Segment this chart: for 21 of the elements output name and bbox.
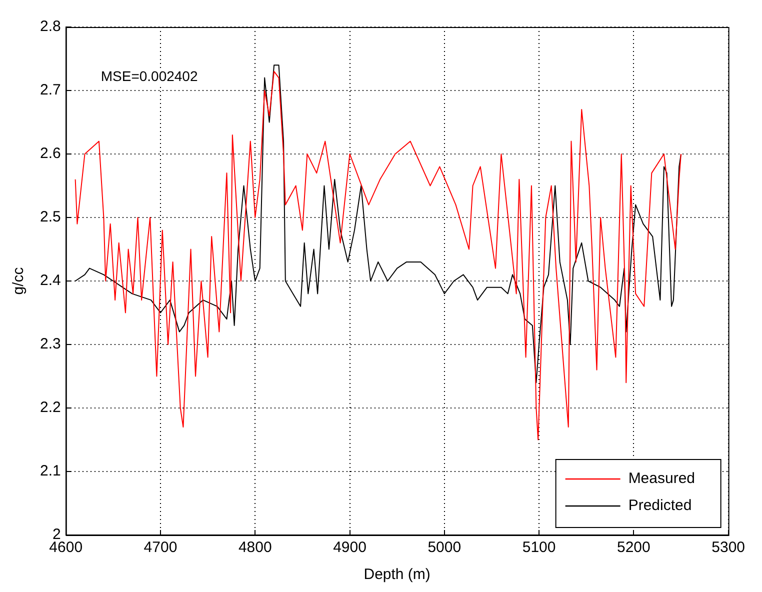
y-axis-title: g/cc [10,266,28,295]
y-tick-label: 2.6 [40,145,61,162]
x-tick-label: 5100 [522,539,556,556]
y-tick-label: 2.5 [40,208,61,226]
y-tick-label: 2.8 [40,18,61,36]
x-tick-label: 5200 [616,539,650,556]
x-tick-label: 5000 [428,539,462,556]
x-axis-title: Depth (m) [364,566,430,584]
legend-label: Predicted [628,497,692,514]
x-tick-label: 4900 [333,539,366,556]
x-tick-label: 4600 [49,539,83,556]
x-tick-label: 4700 [144,539,178,556]
y-tick-label: 2.2 [40,399,61,416]
y-tick-label: 2.7 [40,82,61,99]
y-tick-label: 2.3 [40,336,61,353]
x-tick-label: 4800 [238,539,272,556]
y-tick-label: 2.1 [40,462,61,480]
y-tick-label: 2.4 [40,272,61,290]
annotation: MSE=0.002402 [100,68,198,84]
x-tick-label: 5300 [712,539,746,556]
legend-label: Measured [628,470,696,488]
